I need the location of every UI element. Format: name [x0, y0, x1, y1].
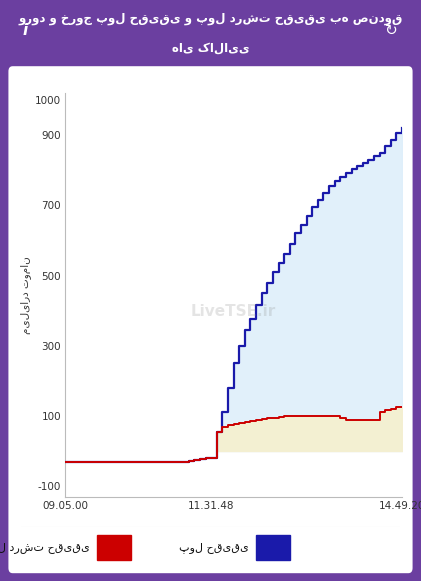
Text: ورود و خروج پول حقیقی و پول درشت حقیقی به صندوق: ورود و خروج پول حقیقی و پول درشت حقیقی ب… [18, 12, 403, 25]
Text: i: i [23, 23, 28, 38]
Text: های کالایی: های کالایی [172, 41, 249, 54]
Bar [256, 535, 290, 560]
Text: LiveTSE.ir: LiveTSE.ir [191, 303, 276, 318]
FancyBboxPatch shape [13, 526, 408, 569]
Text: ↻: ↻ [385, 23, 398, 38]
FancyBboxPatch shape [8, 66, 413, 573]
Text: پول درشت حقیقی: پول درشت حقیقی [0, 542, 89, 553]
Bar [97, 535, 131, 560]
Text: پول حقیقی: پول حقیقی [179, 542, 248, 553]
Y-axis label: میلیارد تومان: میلیارد تومان [20, 256, 31, 333]
